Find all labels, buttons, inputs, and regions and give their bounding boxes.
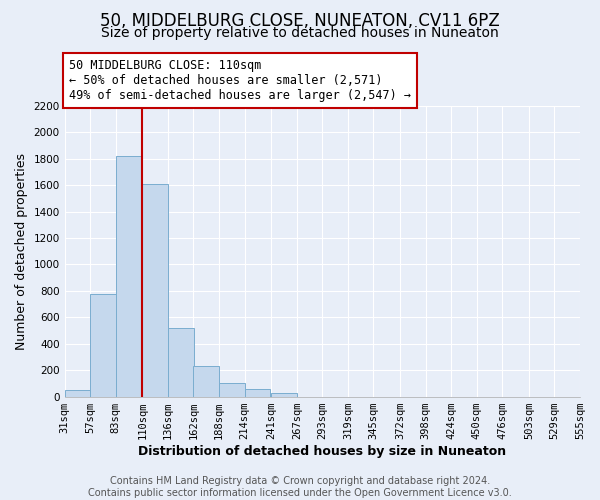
Bar bbox=[219, 382, 245, 396]
Bar bbox=[271, 393, 297, 396]
Bar bbox=[245, 390, 270, 396]
Text: 50 MIDDELBURG CLOSE: 110sqm
← 50% of detached houses are smaller (2,571)
49% of : 50 MIDDELBURG CLOSE: 110sqm ← 50% of det… bbox=[68, 59, 410, 102]
Bar bbox=[168, 328, 193, 396]
Bar bbox=[142, 184, 168, 396]
Text: 50, MIDDELBURG CLOSE, NUNEATON, CV11 6PZ: 50, MIDDELBURG CLOSE, NUNEATON, CV11 6PZ bbox=[100, 12, 500, 30]
Text: Size of property relative to detached houses in Nuneaton: Size of property relative to detached ho… bbox=[101, 26, 499, 40]
Bar bbox=[65, 390, 90, 396]
Bar bbox=[193, 366, 219, 396]
X-axis label: Distribution of detached houses by size in Nuneaton: Distribution of detached houses by size … bbox=[138, 444, 506, 458]
Y-axis label: Number of detached properties: Number of detached properties bbox=[15, 152, 28, 350]
Bar bbox=[116, 156, 142, 396]
Text: Contains HM Land Registry data © Crown copyright and database right 2024.
Contai: Contains HM Land Registry data © Crown c… bbox=[88, 476, 512, 498]
Bar bbox=[90, 294, 116, 396]
